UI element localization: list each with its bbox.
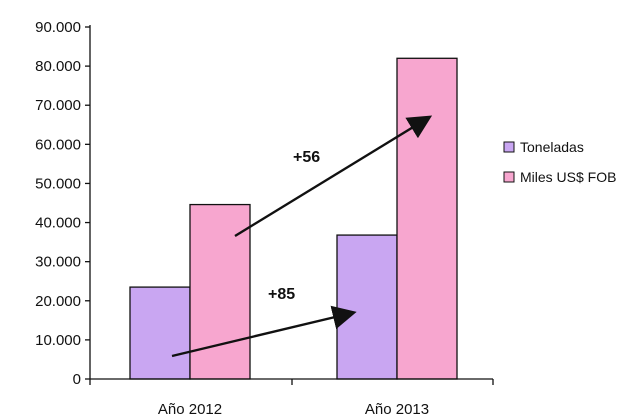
y-tick-label: 50.000	[35, 175, 81, 192]
bar-miles-usd-fob-1	[189, 203, 251, 380]
y-tick-label: 80.000	[35, 58, 81, 75]
x-category-label: Año 2013	[365, 401, 429, 418]
annotation-label: +85	[268, 286, 295, 303]
bar-miles-usd-fob-2	[396, 57, 458, 380]
y-tick-label: 20.000	[35, 293, 81, 310]
annotation-arrow	[234, 115, 433, 238]
annotation-label: +56	[293, 149, 320, 166]
x-category-label: Año 2012	[158, 401, 222, 418]
legend-swatch	[503, 171, 515, 183]
y-tick-label: 10.000	[35, 332, 81, 349]
y-tick-label: 90.000	[35, 19, 81, 36]
legend-swatch	[503, 141, 515, 153]
legend-label: Miles US$ FOB	[520, 169, 616, 185]
y-tick-label: 70.000	[35, 97, 81, 114]
y-tick-label: 0	[73, 371, 81, 388]
y-tick-label: 30.000	[35, 254, 81, 271]
y-tick-label: 40.000	[35, 215, 81, 232]
bar-toneladas-1	[129, 286, 191, 380]
annotation-arrow	[171, 305, 357, 358]
y-tick-label: 60.000	[35, 136, 81, 153]
legend-label: Toneladas	[520, 139, 584, 155]
bar-toneladas-2	[336, 234, 398, 380]
